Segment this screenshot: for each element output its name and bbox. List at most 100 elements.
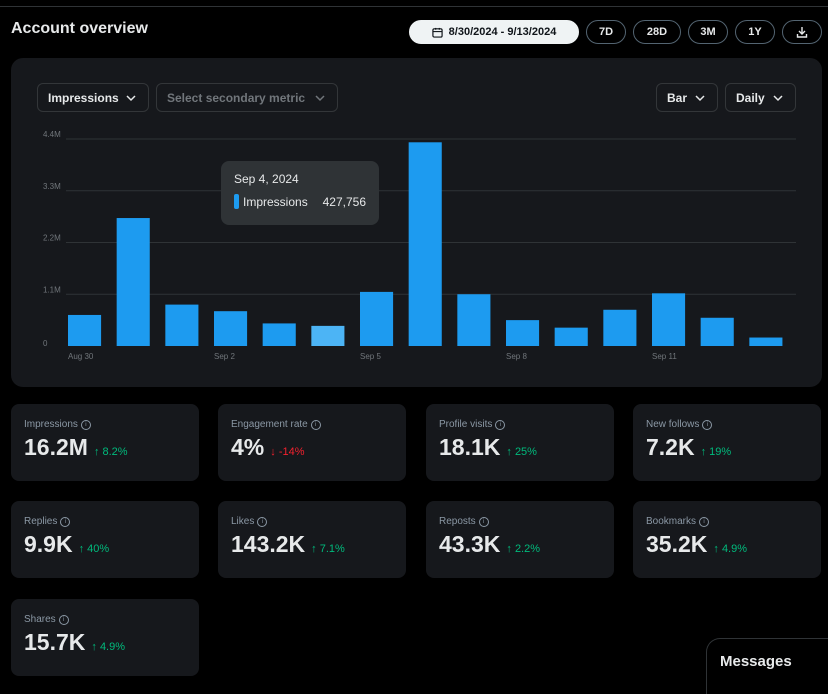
metric-card[interactable]: Replies i 9.9K ↑ 40% [11, 501, 199, 578]
metric-card[interactable]: Reposts i 43.3K ↑ 2.2% [426, 501, 614, 578]
range-7d-button[interactable]: 7D [586, 20, 626, 44]
metric-card[interactable]: Profile visits i 18.1K ↑ 25% [426, 404, 614, 481]
info-icon[interactable]: i [702, 419, 713, 430]
info-icon[interactable]: i [495, 419, 506, 430]
metric-card[interactable]: Likes i 143.2K ↑ 7.1% [218, 501, 406, 578]
metric-value: 15.7K [24, 629, 86, 655]
bar-sep-2[interactable] [214, 311, 248, 346]
metric-values: 7.2K ↑ 19% [646, 434, 809, 461]
metric-delta: ↑ 7.1% [311, 543, 345, 555]
x-tick-label: Sep 5 [360, 352, 381, 361]
metric-label-text: New follows [646, 419, 700, 430]
chevron-down-icon [695, 94, 705, 101]
x-tick-label: Sep 11 [652, 352, 677, 361]
bar-sep-6[interactable] [408, 142, 442, 346]
metric-card[interactable]: Shares i 15.7K ↑ 4.9% [11, 599, 199, 676]
metric-card[interactable]: New follows i 7.2K ↑ 19% [633, 404, 821, 481]
date-toolbar: 8/30/2024 - 9/13/2024 7D 28D 3M 1Y [409, 20, 822, 44]
metric-value: 35.2K [646, 531, 708, 557]
metric-value: 7.2K [646, 434, 695, 460]
arrow-up-icon: ↑ [506, 446, 512, 458]
bar-aug-30[interactable] [68, 314, 102, 346]
metric-values: 9.9K ↑ 40% [24, 531, 187, 558]
info-icon[interactable]: i [60, 516, 71, 527]
metric-delta: ↑ 25% [506, 446, 537, 458]
arrow-up-icon: ↑ [700, 446, 707, 458]
bar-sep-1[interactable] [165, 304, 199, 346]
chevron-down-icon [315, 94, 325, 101]
metric-value: 43.3K [439, 531, 501, 557]
bar-sep-11[interactable] [652, 293, 686, 346]
metric-values: 15.7K ↑ 4.9% [24, 629, 187, 656]
bar-sep-3[interactable] [262, 323, 296, 346]
granularity-select[interactable]: Daily [725, 83, 796, 112]
metric-label: Bookmarks i [646, 516, 809, 527]
metric-label-text: Reposts [439, 516, 476, 527]
bar-aug-31[interactable] [116, 218, 150, 346]
date-range-button[interactable]: 8/30/2024 - 9/13/2024 [409, 20, 579, 44]
metric-label: Reposts i [439, 516, 602, 527]
bar-sep-13[interactable] [749, 337, 783, 346]
range-28d-button[interactable]: 28D [633, 20, 681, 44]
metric-label: New follows i [646, 419, 809, 430]
info-icon[interactable]: i [257, 516, 268, 527]
metric-card[interactable]: Impressions i 16.2M ↑ 8.2% [11, 404, 199, 481]
info-icon[interactable]: i [478, 516, 489, 527]
secondary-metric-placeholder: Select secondary metric [167, 90, 306, 105]
info-icon[interactable]: i [699, 516, 710, 527]
tooltip-swatch [234, 194, 239, 209]
metric-value: 18.1K [439, 434, 501, 460]
x-tick-label: Aug 30 [68, 352, 94, 361]
bar-sep-12[interactable] [700, 317, 734, 346]
bar-sep-8[interactable] [506, 320, 540, 346]
metric-delta: ↑ 19% [701, 446, 732, 458]
metric-card[interactable]: Bookmarks i 35.2K ↑ 4.9% [633, 501, 821, 578]
y-tick-label: 4.4M [43, 130, 61, 139]
metric-delta: ↑ 8.2% [94, 446, 128, 458]
metric-label: Impressions i [24, 419, 187, 430]
impressions-bar-chart: 0 1.1M 2.2M 3.3M 4.4M Aug 30 Sep 2 Sep 5 Sep 8 Se… [43, 130, 796, 361]
tooltip-value: 427,756 [322, 194, 366, 209]
tooltip-metric: Impressions [243, 194, 308, 209]
bar-sep-4[interactable] [311, 325, 345, 346]
chart-type-select[interactable]: Bar [656, 83, 718, 112]
info-icon[interactable]: i [310, 419, 321, 430]
arrow-up-icon: ↑ [506, 543, 512, 555]
metric-delta-value: -14% [278, 446, 305, 458]
metric-value: 4% [231, 434, 265, 460]
range-1y-button[interactable]: 1Y [735, 20, 775, 44]
bar-sep-10[interactable] [603, 309, 637, 346]
metric-values: 43.3K ↑ 2.2% [439, 531, 602, 558]
primary-metric-select[interactable]: Impressions [37, 83, 149, 112]
chevron-down-icon [773, 94, 783, 101]
metric-value: 16.2M [24, 434, 88, 460]
metric-label-text: Bookmarks [646, 516, 697, 527]
download-button[interactable] [782, 20, 822, 44]
x-tick-label: Sep 8 [506, 352, 527, 361]
tooltip-date: Sep 4, 2024 [234, 172, 299, 186]
bar-sep-9[interactable] [554, 327, 588, 346]
info-icon[interactable]: i [80, 419, 91, 430]
metric-delta-value: 7.1% [319, 543, 345, 555]
arrow-up-icon: ↑ [713, 543, 719, 555]
metric-delta-value: 25% [514, 446, 537, 458]
bar-sep-5[interactable] [360, 291, 394, 346]
range-3m-button[interactable]: 3M [688, 20, 728, 44]
metric-delta-value: 2.2% [514, 543, 541, 555]
metric-values: 16.2M ↑ 8.2% [24, 434, 187, 461]
chart-type-label: Bar [667, 90, 688, 105]
chevron-down-icon [126, 94, 136, 101]
metric-card[interactable]: Engagement rate i 4% ↓ -14% [218, 404, 406, 481]
arrow-up-icon: ↑ [93, 446, 100, 458]
arrow-up-icon: ↑ [91, 641, 97, 653]
info-icon[interactable]: i [58, 614, 69, 625]
metric-value: 143.2K [231, 531, 306, 557]
metric-delta-value: 19% [709, 446, 732, 458]
bar-sep-7[interactable] [457, 294, 491, 346]
y-tick-label: 2.2M [43, 234, 61, 243]
secondary-metric-select[interactable]: Select secondary metric [156, 83, 338, 112]
metric-delta-value: 8.2% [102, 446, 128, 458]
messages-drawer[interactable]: Messages [706, 638, 828, 694]
metric-label-text: Replies [24, 516, 58, 527]
metric-delta: ↓ -14% [270, 446, 304, 458]
